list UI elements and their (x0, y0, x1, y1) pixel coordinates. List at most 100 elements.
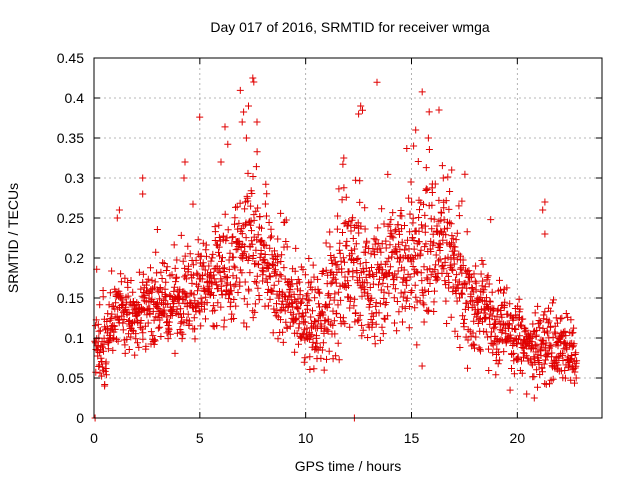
data-point (424, 134, 432, 142)
data-point (233, 274, 241, 282)
data-point (428, 225, 436, 233)
data-point (99, 293, 107, 301)
data-point (98, 372, 106, 380)
data-point (261, 251, 269, 258)
data-point (117, 270, 125, 278)
data-point (431, 180, 439, 188)
data-point (435, 196, 443, 204)
data-point (182, 275, 190, 283)
data-point (423, 186, 431, 194)
data-point (301, 318, 309, 326)
data-point (342, 193, 350, 201)
data-point (425, 306, 433, 314)
data-point (114, 305, 122, 313)
data-point (248, 237, 256, 245)
data-point (181, 264, 189, 272)
data-point (571, 364, 579, 372)
data-point (341, 320, 349, 328)
data-point (485, 280, 493, 288)
data-point (485, 345, 492, 353)
data-point (391, 285, 399, 293)
data-point (403, 277, 411, 285)
data-point (539, 324, 547, 332)
data-point (349, 267, 357, 275)
data-point (335, 246, 343, 254)
data-point (420, 263, 428, 271)
data-point (402, 242, 410, 250)
data-point (124, 283, 132, 291)
data-point (257, 247, 265, 254)
data-point (249, 252, 257, 259)
data-point (109, 335, 117, 343)
data-point (344, 277, 352, 285)
data-point (546, 341, 554, 349)
data-point (231, 264, 239, 272)
data-point (142, 342, 150, 350)
data-point (253, 279, 260, 287)
data-point (171, 349, 179, 357)
data-point (199, 271, 207, 279)
grid (94, 58, 602, 418)
data-point (470, 270, 478, 278)
data-point (220, 316, 228, 324)
data-point (226, 249, 234, 257)
data-point (412, 126, 420, 134)
data-point (236, 240, 243, 248)
data-point (91, 322, 99, 330)
data-point (401, 246, 409, 254)
data-point (359, 326, 367, 334)
data-point (99, 287, 107, 294)
data-point (535, 317, 543, 324)
data-point (482, 314, 490, 322)
data-point (350, 302, 358, 310)
data-point (238, 269, 246, 277)
data-point (396, 245, 404, 253)
data-point (534, 351, 542, 359)
plot-frame (93, 57, 603, 419)
data-point (224, 226, 232, 234)
data-point (542, 339, 550, 347)
data-point (203, 252, 210, 260)
data-point (221, 210, 229, 218)
data-point (282, 216, 290, 224)
data-point (211, 306, 219, 314)
data-point (370, 235, 378, 243)
data-point (104, 345, 112, 353)
data-point (170, 287, 178, 295)
data-point (132, 330, 140, 338)
data-point (441, 277, 449, 285)
data-point (345, 282, 352, 290)
data-point (541, 198, 549, 206)
data-point (428, 189, 436, 196)
data-point (449, 266, 457, 274)
data-point (264, 302, 272, 310)
data-point (421, 286, 429, 294)
data-point (423, 274, 431, 282)
data-point (166, 291, 174, 299)
data-point (287, 276, 295, 284)
data-point (251, 278, 259, 285)
data-point (153, 226, 161, 233)
data-point (442, 197, 450, 205)
data-point (210, 275, 218, 283)
data-point (445, 272, 452, 280)
data-point (544, 319, 552, 327)
data-point (455, 202, 463, 210)
data-point (533, 342, 541, 350)
data-point (567, 356, 575, 364)
data-point (214, 299, 222, 307)
data-point (498, 313, 506, 321)
data-point (218, 291, 226, 299)
data-point (171, 264, 179, 272)
data-point (430, 215, 438, 223)
data-point (518, 369, 526, 377)
data-point (516, 305, 524, 313)
data-point (326, 294, 334, 302)
data-point (561, 374, 569, 382)
data-point (254, 204, 262, 212)
data-point (309, 261, 317, 269)
data-point (329, 321, 337, 329)
data-point (236, 199, 244, 207)
data-point (398, 212, 406, 220)
data-point (362, 248, 370, 256)
